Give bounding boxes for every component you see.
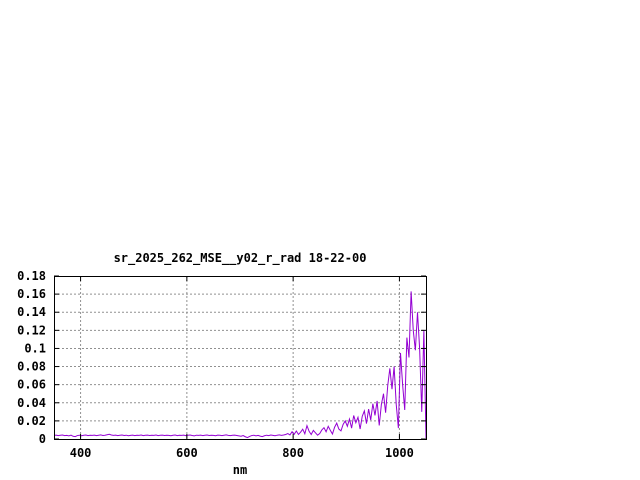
plot-border — [54, 276, 427, 440]
x-axis-label: nm — [233, 463, 247, 477]
spectrum-polyline — [53, 291, 427, 439]
y-tick-label: 0.06 — [17, 378, 46, 392]
y-tick-label: 0.08 — [17, 360, 46, 374]
y-tick-label: 0.18 — [17, 269, 46, 283]
x-tick-label: 800 — [282, 446, 304, 460]
y-tick-label: 0.02 — [17, 414, 46, 428]
chart-title: sr_2025_262_MSE__y02_r_rad 18-22-00 — [114, 251, 367, 266]
y-tick-label: 0.14 — [17, 305, 46, 319]
y-tick-label: 0.1 — [24, 341, 46, 355]
tick-layer — [54, 275, 426, 440]
y-tick-label: 0.12 — [17, 323, 46, 337]
x-tick-label: 600 — [176, 446, 198, 460]
tick-label-layer: 0 0.02 0.04 0.06 0.08 0.1 0.12 0.14 0.16 0.18 400 6… — [17, 269, 414, 460]
x-tick-label: 400 — [70, 446, 92, 460]
series-line — [53, 291, 427, 439]
y-tick-label: 0.16 — [17, 287, 46, 301]
x-tick-label: 1000 — [385, 446, 414, 460]
y-tick-label: 0.04 — [17, 396, 46, 410]
y-tick-label: 0 — [39, 432, 46, 446]
grid-layer — [54, 276, 426, 439]
